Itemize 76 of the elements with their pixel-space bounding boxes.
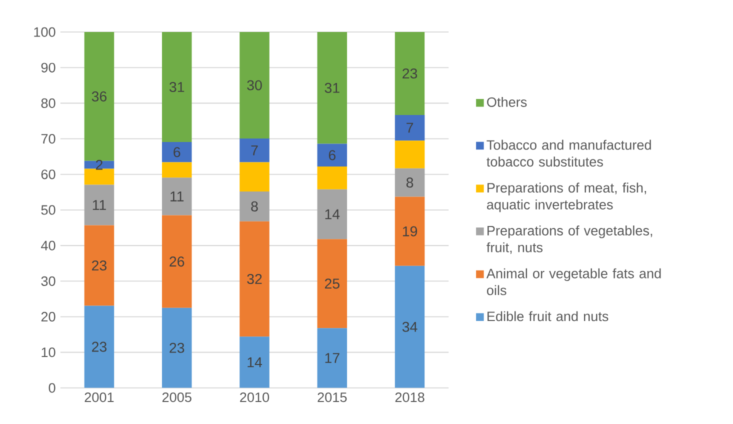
bar [84,32,114,161]
bar [240,336,270,388]
y-tick-label: 100 [34,27,56,37]
bar [84,168,114,185]
bar [162,162,192,178]
bar [317,144,348,166]
data-label: 11 [92,200,106,210]
y-tick-label: 0 [48,383,56,393]
data-label: 23 [170,342,184,353]
x-tick-label: 2015 [318,392,347,402]
bar [162,178,192,216]
legend-label: Others [487,96,527,107]
data-label: 8 [251,201,258,212]
y-tick-label: 80 [41,98,56,108]
data-label: 31 [324,82,340,93]
bar [84,225,114,306]
x-tick-label: 2005 [162,392,192,402]
data-label: 19 [402,226,418,236]
legend-label: Tobacco and manufactured tobacco substitutes [486,140,651,167]
bar [240,138,270,162]
bar [394,114,425,141]
bar [162,215,192,308]
data-label: 31 [170,82,184,92]
bar [317,328,348,388]
data-label: 36 [92,91,107,102]
bar [394,168,425,197]
data-label: 23 [402,68,418,78]
bar [162,308,192,388]
data-label: 17 [325,353,340,363]
bar [394,32,425,115]
bar [162,142,192,162]
data-label: 30 [247,80,262,90]
bar [317,32,348,144]
data-label: 7 [406,122,414,133]
bar [240,221,270,337]
x-tick-label: 2001 [84,392,114,402]
y-tick-label: 30 [41,276,56,286]
data-label: 26 [170,256,184,267]
bar [394,140,425,168]
data-label: 6 [174,147,180,158]
y-tick-label: 90 [41,62,56,72]
data-label: 14 [325,209,340,220]
data-label: 32 [247,274,262,284]
data-label: 8 [406,177,414,188]
bar [394,266,425,388]
y-tick-label: 40 [41,240,56,250]
bar [84,306,114,388]
data-label: 7 [251,145,258,156]
bar [317,239,348,328]
data-label: 23 [92,260,107,270]
data-label: 6 [328,150,336,160]
data-label: 25 [324,278,340,289]
data-label: 14 [248,357,262,368]
legend-label: Animal or vegetable fats and oils [486,268,661,296]
bar [84,184,114,226]
bar [240,162,270,192]
legend-label: Preparations of meat, fish, aquatic invertebrates [486,182,646,212]
bar [317,189,348,240]
data-label: 11 [170,191,184,202]
y-tick-label: 70 [41,134,56,144]
data-label: 23 [92,342,107,352]
legend-label: Edible fruit and nuts [488,311,608,322]
data-label: 2 [96,160,102,170]
bar [162,32,192,142]
bar [317,166,348,190]
data-label: 34 [402,322,418,332]
y-tick-label: 10 [42,347,56,358]
x-tick-label: 2018 [395,392,424,402]
bar [240,191,270,222]
y-tick-label: 50 [41,205,56,215]
legend-label: Preparations of vegetables, fruit, nuts [486,225,652,254]
y-tick-label: 20 [41,312,56,322]
x-tick-label: 2010 [240,392,270,402]
y-tick-label: 60 [41,170,56,180]
bar [240,32,270,138]
bar [394,196,425,266]
